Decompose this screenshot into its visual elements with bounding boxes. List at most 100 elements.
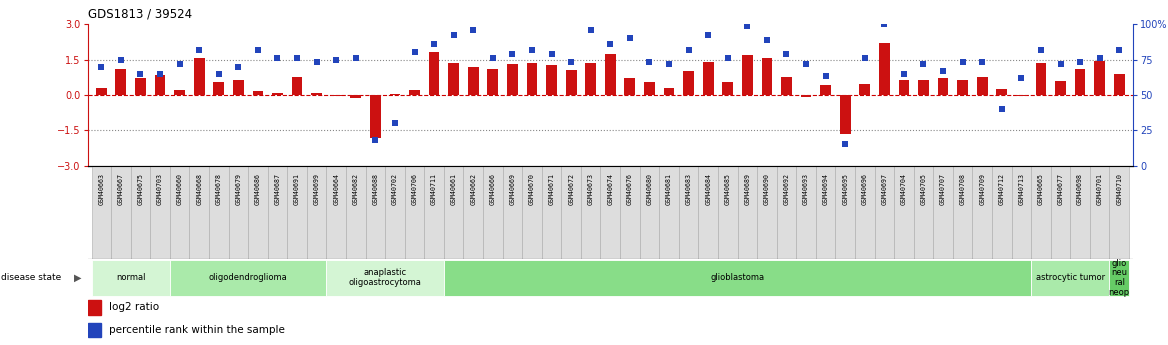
Bar	[1036, 63, 1047, 95]
Bar	[918, 80, 929, 95]
Bar	[600, 166, 620, 259]
Bar	[698, 166, 718, 259]
Text: GSM40668: GSM40668	[196, 173, 202, 205]
Point	[680, 47, 698, 52]
Text: GSM40685: GSM40685	[724, 173, 731, 205]
Point	[503, 51, 522, 57]
Bar	[331, 95, 341, 96]
Text: GSM40696: GSM40696	[862, 173, 868, 205]
Text: glioblastoma: glioblastoma	[710, 273, 765, 282]
Bar	[370, 95, 381, 138]
Bar	[214, 82, 224, 95]
Point	[1091, 55, 1110, 61]
Point	[1071, 60, 1090, 65]
Text: GSM40662: GSM40662	[471, 173, 477, 205]
Text: disease state: disease state	[1, 273, 62, 282]
Bar	[1075, 69, 1085, 95]
Text: GSM40684: GSM40684	[705, 173, 711, 205]
Bar	[898, 80, 910, 95]
Bar	[252, 91, 263, 95]
Bar	[444, 166, 464, 259]
Bar	[1070, 166, 1090, 259]
Bar	[1114, 74, 1125, 95]
Bar	[958, 80, 968, 95]
Bar	[487, 69, 499, 95]
Bar	[311, 92, 322, 95]
Bar	[777, 166, 797, 259]
Bar	[1094, 61, 1105, 95]
Point	[875, 21, 894, 27]
Point	[953, 60, 972, 65]
Bar	[880, 43, 890, 95]
Text: GSM40675: GSM40675	[138, 173, 144, 205]
Point	[933, 68, 952, 73]
Text: normal: normal	[116, 273, 146, 282]
Text: GSM40691: GSM40691	[294, 173, 300, 205]
Text: GSM40667: GSM40667	[118, 173, 124, 205]
Bar	[722, 82, 734, 95]
Text: anaplastic
oligoastrocytoma: anaplastic oligoastrocytoma	[349, 268, 422, 287]
Point	[190, 47, 209, 52]
Text: GSM40682: GSM40682	[353, 173, 359, 205]
Bar	[267, 166, 287, 259]
Point	[797, 61, 815, 67]
Bar	[507, 64, 517, 95]
Point	[484, 55, 502, 61]
Point	[405, 50, 424, 55]
Bar	[640, 166, 659, 259]
Bar	[1090, 166, 1110, 259]
Point	[229, 64, 248, 69]
Bar	[781, 77, 792, 95]
Text: GSM40672: GSM40672	[568, 173, 575, 205]
Bar	[895, 166, 913, 259]
Point	[855, 55, 874, 61]
Point	[385, 120, 404, 126]
Bar	[585, 63, 596, 95]
Text: GSM40674: GSM40674	[607, 173, 613, 205]
Bar	[449, 63, 459, 95]
Text: GSM40683: GSM40683	[686, 173, 691, 205]
Text: GSM40708: GSM40708	[960, 173, 966, 205]
Bar	[933, 166, 953, 259]
Text: log2 ratio: log2 ratio	[109, 303, 159, 313]
Bar	[1011, 166, 1031, 259]
Bar	[976, 77, 988, 95]
Text: GSM40687: GSM40687	[274, 173, 280, 205]
Bar	[350, 95, 361, 98]
Point	[562, 60, 580, 65]
Text: ▶: ▶	[75, 273, 82, 283]
FancyBboxPatch shape	[1110, 259, 1129, 296]
Bar	[953, 166, 973, 259]
Text: GSM40676: GSM40676	[627, 173, 633, 205]
Text: GSM40693: GSM40693	[804, 173, 809, 205]
Point	[1011, 75, 1030, 81]
Bar	[522, 166, 542, 259]
Bar	[562, 166, 580, 259]
Bar	[527, 63, 537, 95]
Text: GSM40679: GSM40679	[235, 173, 242, 205]
Text: GSM40663: GSM40663	[98, 173, 104, 205]
Bar	[111, 166, 131, 259]
Bar	[644, 82, 655, 95]
Bar	[484, 166, 502, 259]
Bar	[390, 94, 401, 95]
Text: GSM40709: GSM40709	[979, 173, 986, 205]
Text: GSM40666: GSM40666	[489, 173, 496, 205]
Point	[816, 74, 835, 79]
Point	[600, 41, 619, 47]
Text: GSM40686: GSM40686	[255, 173, 260, 205]
Point	[249, 47, 267, 52]
Text: GSM40661: GSM40661	[451, 173, 457, 205]
Point	[269, 55, 287, 61]
Bar	[1016, 95, 1027, 96]
Bar	[625, 78, 635, 95]
Text: GSM40703: GSM40703	[157, 173, 164, 205]
Text: GSM40671: GSM40671	[549, 173, 555, 205]
Bar	[663, 88, 674, 95]
Point	[307, 60, 326, 65]
Bar	[797, 166, 815, 259]
Text: GSM40689: GSM40689	[744, 173, 750, 205]
Text: GSM40670: GSM40670	[529, 173, 535, 205]
Text: GSM40705: GSM40705	[920, 173, 926, 205]
Text: glio
neu
ral
neop: glio neu ral neop	[1108, 259, 1129, 297]
